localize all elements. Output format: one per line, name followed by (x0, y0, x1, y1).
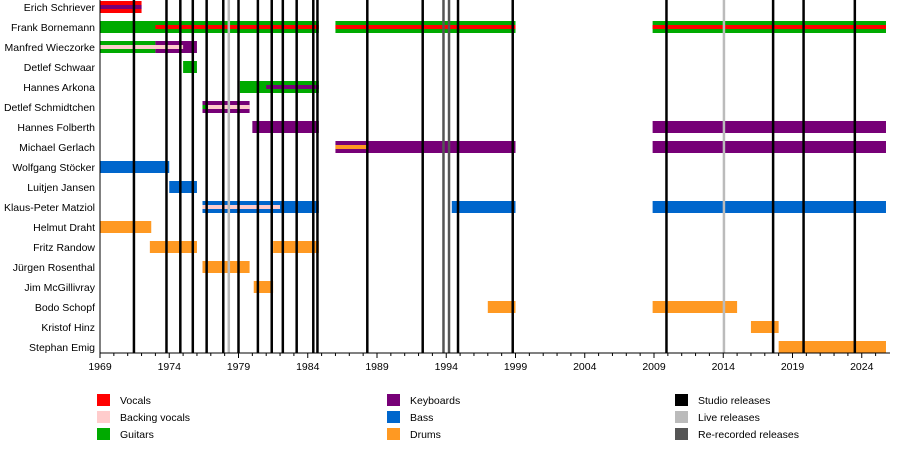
member-bar (252, 121, 319, 133)
legend-swatch (97, 428, 110, 440)
member-label: Helmut Draht (33, 222, 95, 234)
x-tick-label: 2024 (850, 361, 874, 373)
member-bar (652, 121, 886, 133)
member-stripe (100, 5, 142, 9)
member-stripe (652, 25, 886, 29)
member-stripe (202, 105, 250, 109)
x-tick-label: 1994 (435, 361, 459, 373)
member-bar (451, 201, 516, 213)
member-stripe (100, 45, 184, 49)
legend-swatch (387, 394, 400, 406)
member-label: Michael Gerlach (19, 142, 95, 154)
member-bar (750, 321, 779, 333)
member-label: Luitjen Jansen (27, 182, 95, 194)
member-label: Detlef Schwaar (24, 62, 96, 74)
x-tick-label: 1989 (365, 361, 389, 373)
legend-swatch (675, 428, 688, 440)
member-label: Manfred Wieczorke (5, 42, 96, 54)
member-label: Kristof Hinz (41, 322, 95, 334)
legend-label: Drums (410, 429, 441, 441)
x-tick-label: 2019 (781, 361, 805, 373)
legend-label: Studio releases (698, 395, 770, 407)
member-label: Jürgen Rosenthal (13, 262, 95, 274)
member-stripe (155, 25, 319, 29)
member-bar (652, 201, 886, 213)
member-stripe (202, 205, 281, 209)
member-bar (149, 241, 197, 253)
member-bar (652, 301, 738, 313)
legend-label: Guitars (120, 429, 154, 441)
member-bar (335, 141, 516, 153)
legend-label: Bass (410, 412, 433, 424)
x-tick-label: 2009 (642, 361, 666, 373)
x-tick-label: 1979 (227, 361, 251, 373)
x-tick-label: 2004 (573, 361, 597, 373)
x-tick-label: 1984 (296, 361, 320, 373)
member-bar (169, 181, 197, 193)
member-label: Wolfgang Stöcker (12, 162, 95, 174)
legend-label: Vocals (120, 395, 151, 407)
member-label: Fritz Randow (33, 242, 95, 254)
member-bar (487, 301, 516, 313)
member-label: Hannes Folberth (17, 122, 95, 134)
member-label: Frank Bornemann (11, 22, 95, 34)
legend-swatch (97, 411, 110, 423)
x-tick-label: 1969 (88, 361, 112, 373)
member-bar (778, 341, 886, 353)
member-bar (652, 141, 886, 153)
member-label: Jim McGillivray (24, 282, 95, 294)
member-stripe (335, 25, 516, 29)
member-stripe (202, 105, 209, 109)
legend-label: Backing vocals (120, 412, 190, 424)
member-bar (183, 61, 197, 73)
legend-swatch (675, 411, 688, 423)
legend-swatch (675, 394, 688, 406)
member-label: Stephan Emig (29, 342, 95, 354)
member-stripe (335, 145, 368, 149)
member-label: Hannes Arkona (23, 82, 95, 94)
member-label: Klaus-Peter Matziol (4, 202, 95, 214)
x-tick-label: 1999 (504, 361, 528, 373)
x-tick-label: 1974 (158, 361, 182, 373)
legend-label: Live releases (698, 412, 760, 424)
legend-swatch (387, 428, 400, 440)
member-label: Detlef Schmidtchen (4, 102, 95, 114)
member-stripe (266, 85, 319, 89)
legend-label: Re-recorded releases (698, 429, 799, 441)
member-label: Bodo Schopf (35, 302, 95, 314)
member-label: Erich Schriever (24, 2, 96, 14)
legend-swatch (387, 411, 400, 423)
x-tick-label: 2014 (712, 361, 736, 373)
legend-label: Keyboards (410, 395, 460, 407)
legend-swatch (97, 394, 110, 406)
member-bar (100, 221, 152, 233)
member-bar (202, 261, 250, 273)
